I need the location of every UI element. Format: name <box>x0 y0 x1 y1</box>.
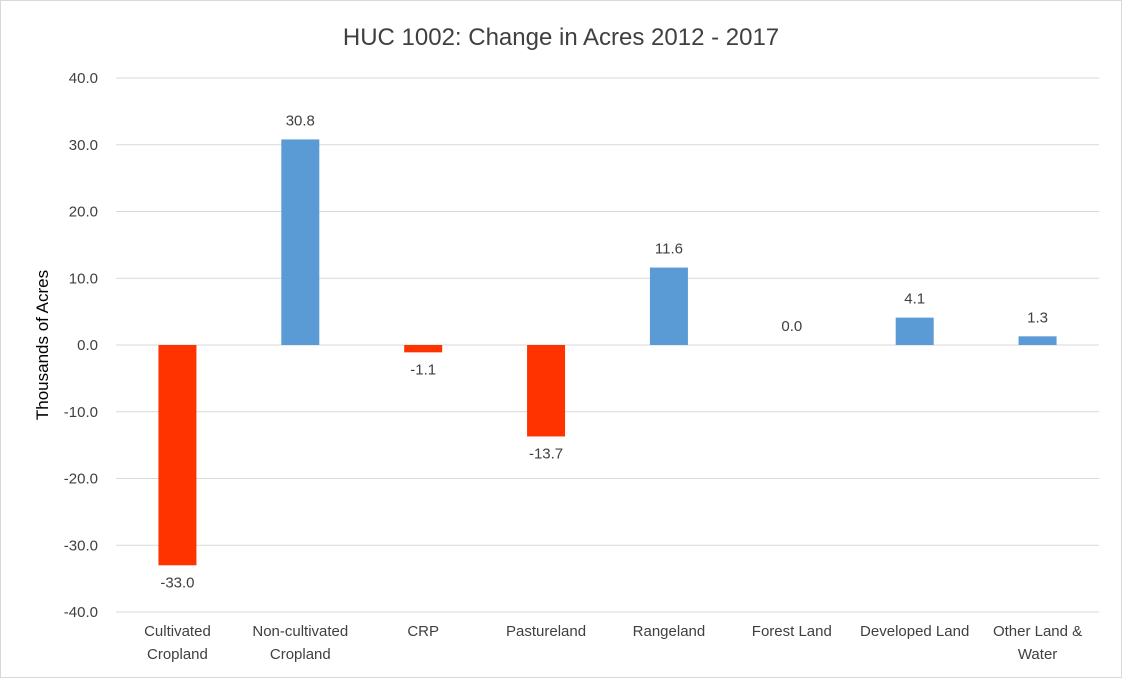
y-axis-ticks: 40.0 30.0 20.0 10.0 0.0 -10.0 -20.0 -30.0 -40.0 <box>64 70 98 621</box>
y-tick-label: -40.0 <box>64 604 98 621</box>
bar <box>1018 336 1057 345</box>
x-category-label: Rangeland <box>633 623 706 640</box>
data-label: -13.7 <box>529 445 563 462</box>
x-category-label: Non-cultivated <box>252 623 348 640</box>
bar <box>404 345 443 353</box>
bar <box>158 345 197 566</box>
x-category-label: Pastureland <box>506 623 586 640</box>
x-category-label: Forest Land <box>752 623 832 640</box>
data-label: 0.0 <box>781 318 802 335</box>
bar <box>649 267 688 345</box>
y-tick-label: 10.0 <box>69 270 98 287</box>
bars <box>158 139 1057 566</box>
bar <box>895 317 934 345</box>
bar <box>281 139 320 345</box>
chart-title: HUC 1002: Change in Acres 2012 - 2017 <box>343 24 779 51</box>
x-category-label: Other Land & <box>993 623 1082 640</box>
y-tick-label: 40.0 <box>69 70 98 87</box>
data-label: -33.0 <box>160 574 194 591</box>
y-tick-label: 0.0 <box>77 337 98 354</box>
y-tick-label: -30.0 <box>64 537 98 554</box>
y-tick-label: 30.0 <box>69 137 98 154</box>
y-tick-label: -10.0 <box>64 404 98 421</box>
y-tick-label: 20.0 <box>69 204 98 221</box>
y-axis-title: Thousands of Acres <box>33 270 52 420</box>
data-label: -1.1 <box>410 361 436 378</box>
bar <box>527 345 566 437</box>
data-labels: -33.0 30.8 -1.1 -13.7 11.6 0.0 4.1 1.3 <box>160 112 1048 591</box>
x-category-label: Water <box>1018 646 1057 663</box>
x-category-label: Cultivated <box>144 623 211 640</box>
x-category-label: Developed Land <box>860 623 969 640</box>
data-label: 4.1 <box>904 291 925 308</box>
x-axis-categories: Cultivated Cropland Non-cultivated Cropland… <box>144 623 1082 663</box>
data-label: 11.6 <box>655 241 683 258</box>
data-label: 1.3 <box>1027 309 1048 326</box>
y-tick-label: -20.0 <box>64 471 98 488</box>
x-category-label: CRP <box>407 623 439 640</box>
gridlines <box>116 77 1099 613</box>
x-category-label: Cropland <box>147 646 208 663</box>
x-category-label: Cropland <box>270 646 331 663</box>
data-label: 30.8 <box>286 112 315 129</box>
